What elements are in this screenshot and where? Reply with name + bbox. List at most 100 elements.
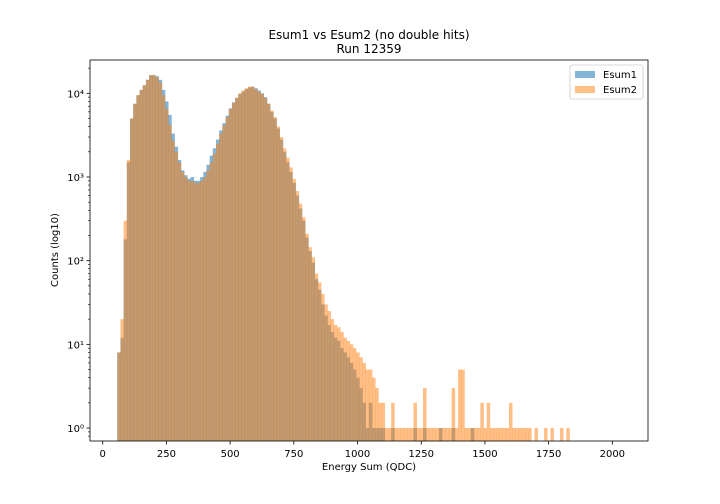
- bar-esum2-118: [493, 428, 497, 441]
- bar-esum2-2: [123, 220, 128, 441]
- bar-esum2-73: [349, 344, 354, 441]
- bar-esum2-66: [327, 311, 331, 441]
- bar-esum2-115: [483, 428, 488, 441]
- bar-esum2-5: [133, 103, 137, 441]
- bar-esum2-62: [314, 273, 319, 441]
- x-tick-label-2: 500: [221, 449, 240, 460]
- bar-esum2-136: [550, 428, 554, 441]
- bar-esum2-63: [317, 282, 322, 441]
- x-tick-label-1: 250: [157, 449, 176, 460]
- bar-esum2-53: [286, 157, 290, 441]
- bar-esum2-32: [219, 133, 223, 441]
- bar-esum2-51: [279, 137, 284, 441]
- bar-esum2-9: [145, 79, 150, 442]
- bar-esum2-110: [467, 428, 472, 441]
- bar-esum2-113: [477, 428, 481, 441]
- bar-esum2-0: [117, 352, 121, 441]
- bar-esum2-13: [158, 82, 163, 441]
- legend-swatch-esum1: [575, 71, 595, 78]
- bar-esum2-98: [429, 428, 433, 441]
- bar-esum2-50: [276, 126, 280, 441]
- x-tick-label-8: 2000: [600, 449, 625, 460]
- bar-esum2-40: [244, 88, 249, 441]
- bar-esum2-70: [340, 332, 344, 441]
- bar-esum2-69: [337, 327, 341, 441]
- bar-esum2-123: [509, 402, 513, 441]
- bar-esum2-81: [375, 388, 379, 441]
- bar-esum2-100: [435, 428, 440, 441]
- bar-esum2-104: [448, 428, 452, 441]
- bar-esum2-94: [416, 428, 421, 441]
- bar-esum2-79: [368, 369, 373, 441]
- bar-esum2-7: [139, 89, 144, 441]
- plot-area: [117, 75, 570, 442]
- bar-esum2-83: [381, 402, 386, 441]
- bar-esum2-23: [190, 180, 194, 441]
- bar-esum2-102: [442, 428, 446, 441]
- bar-esum2-44: [257, 91, 261, 441]
- bar-esum2-108: [461, 369, 465, 441]
- bar-esum2-103: [445, 428, 449, 441]
- bar-esum2-3: [126, 159, 131, 441]
- bar-esum2-31: [216, 143, 220, 441]
- bar-esum2-47: [266, 103, 271, 441]
- bar-esum2-58: [301, 217, 306, 441]
- chart-subtitle: Run 12359: [337, 42, 402, 56]
- y-tick-label-1: 10¹: [67, 340, 84, 351]
- x-tick-label-6: 1500: [472, 449, 497, 460]
- chart-title: Esum1 vs Esum2 (no double hits): [268, 28, 469, 42]
- bar-esum2-29: [209, 162, 214, 441]
- bar-esum2-45: [260, 94, 265, 441]
- bar-esum2-15: [165, 108, 169, 442]
- bar-esum2-64: [321, 293, 325, 441]
- bar-esum2-49: [273, 117, 277, 441]
- bar-esum2-20: [180, 171, 185, 441]
- bar-esum2-75: [356, 352, 360, 441]
- bar-esum2-87: [394, 428, 398, 441]
- y-tick-label-0: 10⁰: [67, 424, 84, 435]
- bar-esum2-141: [566, 428, 570, 441]
- bar-esum2-33: [222, 125, 226, 442]
- bar-esum2-129: [528, 428, 532, 441]
- legend-label-esum2: Esum2: [603, 85, 637, 96]
- bar-esum2-18: [174, 151, 179, 442]
- x-tick-label-3: 750: [284, 449, 303, 460]
- bar-esum2-114: [480, 402, 484, 441]
- bar-esum2-60: [308, 247, 312, 441]
- bar-esum2-90: [403, 428, 408, 441]
- bar-esum2-57: [298, 203, 303, 441]
- bar-esum2-22: [187, 180, 191, 441]
- x-tick-label-4: 1000: [345, 449, 370, 460]
- bar-esum2-134: [544, 428, 548, 441]
- bar-esum2-109: [464, 428, 468, 441]
- bar-esum2-131: [534, 428, 538, 441]
- bar-esum2-99: [432, 428, 437, 441]
- bar-esum2-25: [196, 182, 201, 441]
- legend-swatch-esum2: [575, 86, 595, 93]
- bar-esum2-92: [410, 428, 414, 441]
- bar-esum2-124: [512, 428, 516, 441]
- bar-esum2-27: [203, 176, 207, 442]
- bar-esum2-85: [387, 428, 392, 441]
- bar-esum2-91: [407, 428, 411, 441]
- bar-esum2-67: [330, 319, 335, 441]
- bar-esum2-139: [559, 428, 564, 441]
- bar-esum2-89: [400, 428, 405, 441]
- bar-esum2-76: [359, 357, 363, 441]
- bar-esum2-71: [343, 337, 347, 441]
- bar-esum2-101: [438, 428, 443, 441]
- x-tick-label-0: 0: [100, 449, 106, 460]
- bar-esum2-46: [263, 97, 268, 441]
- bar-esum2-105: [451, 388, 456, 441]
- bar-esum2-52: [282, 148, 287, 441]
- bar-esum2-4: [130, 118, 134, 442]
- series-esum2: [117, 75, 570, 442]
- bar-esum2-117: [489, 428, 494, 441]
- bar-esum2-41: [247, 86, 252, 442]
- bar-esum2-126: [518, 428, 523, 441]
- bar-esum2-125: [515, 428, 519, 441]
- bar-esum2-88: [397, 428, 402, 441]
- bar-esum2-119: [496, 428, 500, 441]
- bar-esum2-48: [270, 110, 274, 442]
- bar-esum2-36: [231, 102, 236, 442]
